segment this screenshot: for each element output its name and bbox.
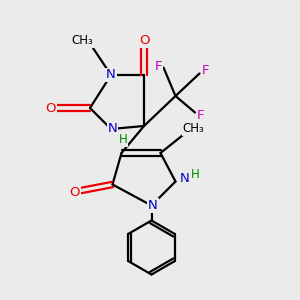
Text: O: O: [46, 101, 56, 115]
Text: F: F: [202, 64, 209, 77]
Text: O: O: [70, 185, 80, 199]
Text: CH₃: CH₃: [183, 122, 204, 136]
Text: F: F: [155, 59, 163, 73]
Text: O: O: [139, 34, 149, 47]
Text: CH₃: CH₃: [72, 34, 93, 47]
Text: N: N: [148, 199, 158, 212]
Text: N: N: [180, 172, 189, 185]
Text: F: F: [197, 109, 205, 122]
Text: H: H: [190, 167, 200, 181]
Text: N: N: [108, 122, 117, 136]
Text: H: H: [118, 133, 127, 146]
Text: N: N: [106, 68, 116, 82]
